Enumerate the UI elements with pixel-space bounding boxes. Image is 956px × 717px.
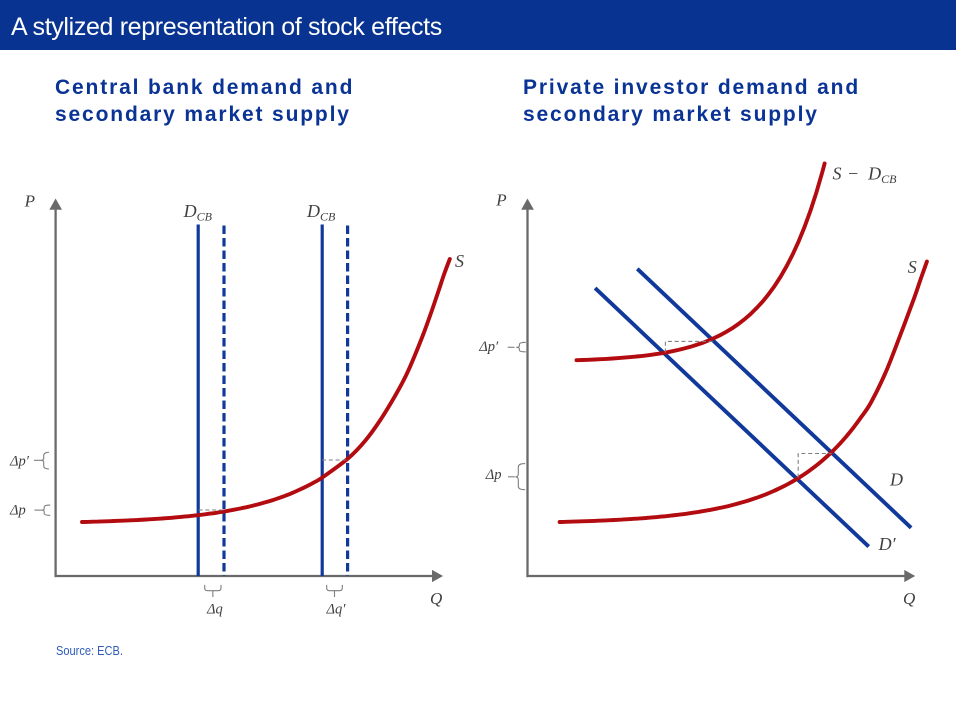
svg-text:Δp: Δp	[9, 503, 26, 519]
svg-text:S: S	[455, 251, 464, 271]
svg-text:Δq: Δq	[206, 602, 223, 618]
svg-text:DCB: DCB	[183, 201, 213, 224]
svg-text:Δp′: Δp′	[9, 454, 30, 470]
svg-text:D: D	[889, 470, 903, 490]
svg-text:Δp: Δp	[485, 467, 502, 483]
svg-text:DCB: DCB	[306, 201, 336, 224]
svg-text:Q: Q	[430, 589, 442, 608]
svg-text:Δq′: Δq′	[326, 602, 347, 618]
svg-text:Δp′: Δp′	[478, 339, 499, 355]
svg-text:D′: D′	[878, 534, 897, 554]
svg-text:P: P	[495, 191, 506, 210]
svg-text:S: S	[908, 257, 917, 277]
svg-text:Q: Q	[903, 589, 915, 608]
svg-text:S−DCB: S − DCB	[833, 164, 898, 187]
svg-text:P: P	[24, 191, 35, 210]
